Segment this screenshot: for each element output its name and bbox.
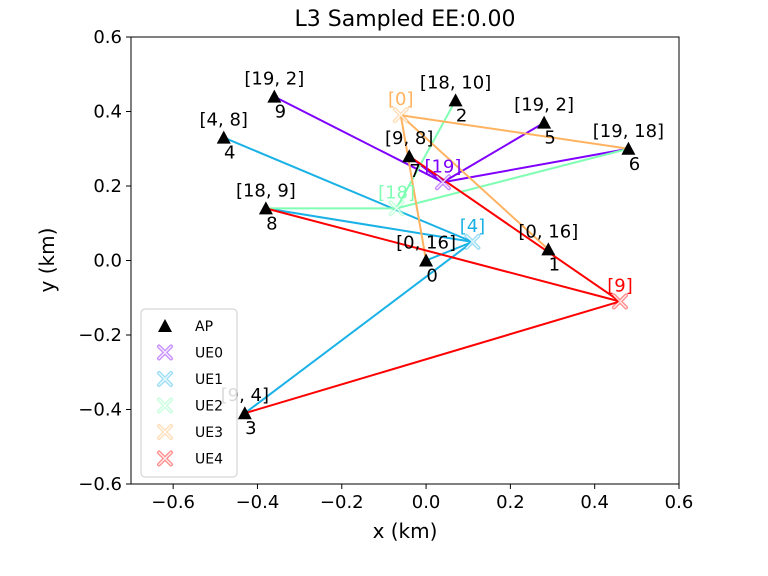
- link-line-ue3: [399, 115, 428, 261]
- ap-id-label: 4: [224, 143, 235, 164]
- ue-marker-ue0-core: [436, 175, 450, 190]
- chart-title: L3 Sampled EE:0.00: [295, 7, 516, 32]
- ap-id-label: 1: [549, 254, 560, 275]
- legend-ue2-icon-core: [158, 398, 172, 413]
- ap-marker: [448, 93, 463, 107]
- ap-value-label: [19, 18]: [593, 121, 664, 142]
- user-markers: [19] [4] [18] [0] [9]: [378, 89, 633, 310]
- x-tick-label: 0.4: [580, 492, 609, 513]
- legend-entry-label: AP: [195, 319, 213, 335]
- ap-id-label: 5: [544, 128, 555, 149]
- x-axis-ticks: −0.6 −0.4 −0.2 0.0 0.2 0.4 0.6: [151, 484, 693, 513]
- ap-marker: [621, 141, 636, 155]
- legend-ue4-icon-core: [158, 451, 172, 466]
- legend-box: [140, 308, 238, 478]
- x-axis-label: x (km): [373, 519, 438, 543]
- ap-value-label: [0, 16]: [396, 233, 456, 254]
- ap-id-label: 9: [275, 102, 286, 123]
- y-tick-label: −0.2: [78, 325, 122, 346]
- y-tick-label: 0.2: [93, 176, 122, 197]
- x-tick-label: −0.4: [236, 492, 280, 513]
- access-point-markers: [0, 16]0[0, 16]1[18, 10]2[9, 4]3[4, 8]4[…: [200, 69, 665, 440]
- ap-marker: [237, 406, 252, 420]
- legend-ue0-icon-core: [158, 345, 172, 360]
- link-line-ue0: [442, 147, 629, 184]
- x-tick-label: 0.0: [412, 492, 441, 513]
- ue-marker-ue3-core: [394, 108, 408, 122]
- legend-entry-label: UE2: [195, 399, 223, 415]
- legend-entry-label: UE0: [195, 346, 223, 362]
- ap-marker: [267, 89, 282, 103]
- y-tick-label: −0.4: [78, 400, 122, 421]
- link-line-ue1: [244, 241, 474, 415]
- legend-ue1-icon-core: [158, 372, 172, 386]
- link-line-ue4: [265, 207, 621, 303]
- ap-id-label: 3: [245, 418, 256, 439]
- ap-value-label: [19, 2]: [244, 69, 304, 90]
- ap-id-label: 0: [426, 266, 437, 287]
- ap-marker: [419, 253, 434, 267]
- link-line-ue2: [395, 99, 457, 209]
- x-tick-label: −0.6: [151, 492, 195, 513]
- ue-label: [4]: [460, 216, 486, 237]
- y-axis-ticks: −0.6 −0.4 −0.2 0.0 0.2 0.4 0.6: [78, 27, 131, 495]
- ue-label: [9]: [607, 275, 633, 296]
- ap-marker: [258, 201, 273, 215]
- legend-ue3-icon-core: [158, 425, 172, 439]
- y-tick-label: 0.6: [93, 27, 122, 48]
- legend-entry-label: UE4: [195, 452, 223, 468]
- legend: AP UE0 UE1 UE2 UE3 UE4: [140, 308, 238, 478]
- ue-label: [19]: [424, 156, 461, 177]
- link-line-ue3: [400, 114, 549, 251]
- link-line-ue0: [442, 121, 545, 184]
- link-line-ue1: [265, 207, 473, 243]
- legend-entry-label: UE3: [195, 425, 223, 441]
- link-line-ue2: [396, 147, 629, 210]
- ue-marker-ue4-core: [613, 294, 627, 309]
- ap-id-label: 2: [456, 105, 467, 126]
- x-tick-label: 0.6: [665, 492, 694, 513]
- y-tick-label: −0.6: [78, 474, 122, 495]
- ap-marker: [537, 115, 552, 129]
- ue-marker-ue1-core: [465, 235, 480, 249]
- ue-label: [0]: [388, 89, 414, 110]
- ap-id-label: 6: [629, 154, 640, 175]
- legend-ap-icon: [158, 319, 172, 332]
- y-tick-label: 0.0: [93, 251, 122, 272]
- ue-label: [18]: [378, 182, 415, 203]
- ap-id-label: 7: [409, 161, 420, 182]
- link-line-ue3: [400, 114, 629, 150]
- ap-value-label: [0, 16]: [518, 221, 578, 242]
- ue-marker-ue2-core: [389, 201, 404, 216]
- link-line-ue0: [273, 95, 444, 184]
- ap-value-label: [18, 10]: [420, 72, 491, 93]
- link-line-ue4: [244, 300, 621, 415]
- ap-marker: [402, 149, 417, 163]
- x-tick-label: 0.2: [496, 492, 525, 513]
- ap-marker: [216, 130, 231, 144]
- y-tick-label: 0.4: [93, 102, 122, 123]
- link-line-ue1: [223, 136, 473, 243]
- ap-id-label: 8: [266, 213, 277, 234]
- ap-value-label: [18, 9]: [236, 180, 296, 201]
- link-line-ue1: [425, 240, 473, 262]
- ap-marker: [541, 242, 556, 256]
- ap-value-label: [4, 8]: [200, 110, 248, 131]
- x-tick-label: −0.2: [320, 492, 364, 513]
- legend-entry-label: UE1: [195, 372, 223, 388]
- ap-value-label: [19, 2]: [514, 95, 574, 116]
- ap-value-label: [9, 8]: [385, 128, 433, 149]
- y-axis-label: y (km): [35, 228, 59, 293]
